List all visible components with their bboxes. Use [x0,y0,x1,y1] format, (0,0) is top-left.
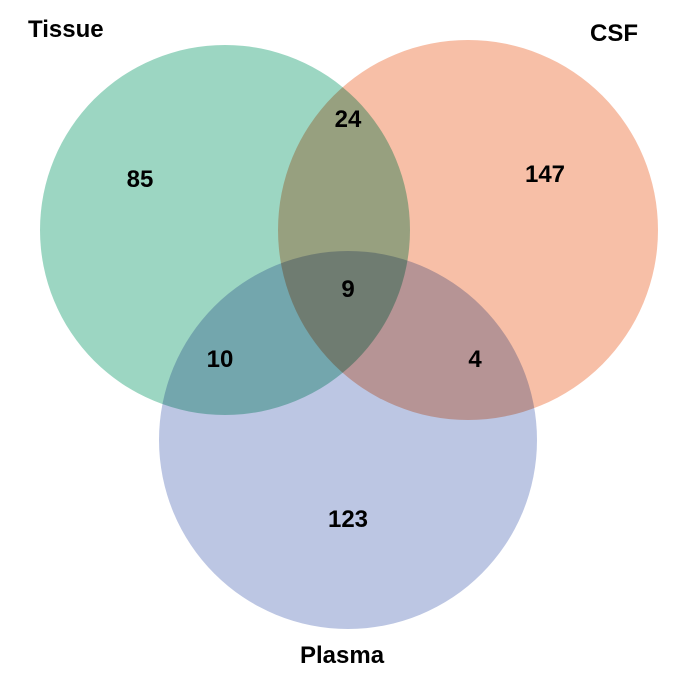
region-tissue-only: 85 [127,166,154,194]
set-label-plasma: Plasma [300,642,384,670]
venn-circle-plasma [159,251,537,629]
region-tissue-plasma: 10 [207,346,234,374]
set-label-tissue: Tissue [28,16,104,44]
set-label-csf: CSF [590,20,638,48]
region-plasma-only: 123 [328,506,368,534]
region-csf-only: 147 [525,161,565,189]
region-csf-plasma: 4 [468,346,481,374]
venn-diagram: Tissue CSF Plasma 85 147 123 24 10 4 9 [0,0,680,680]
region-tissue-csf: 24 [335,106,362,134]
region-tissue-csf-plasma: 9 [341,276,354,304]
